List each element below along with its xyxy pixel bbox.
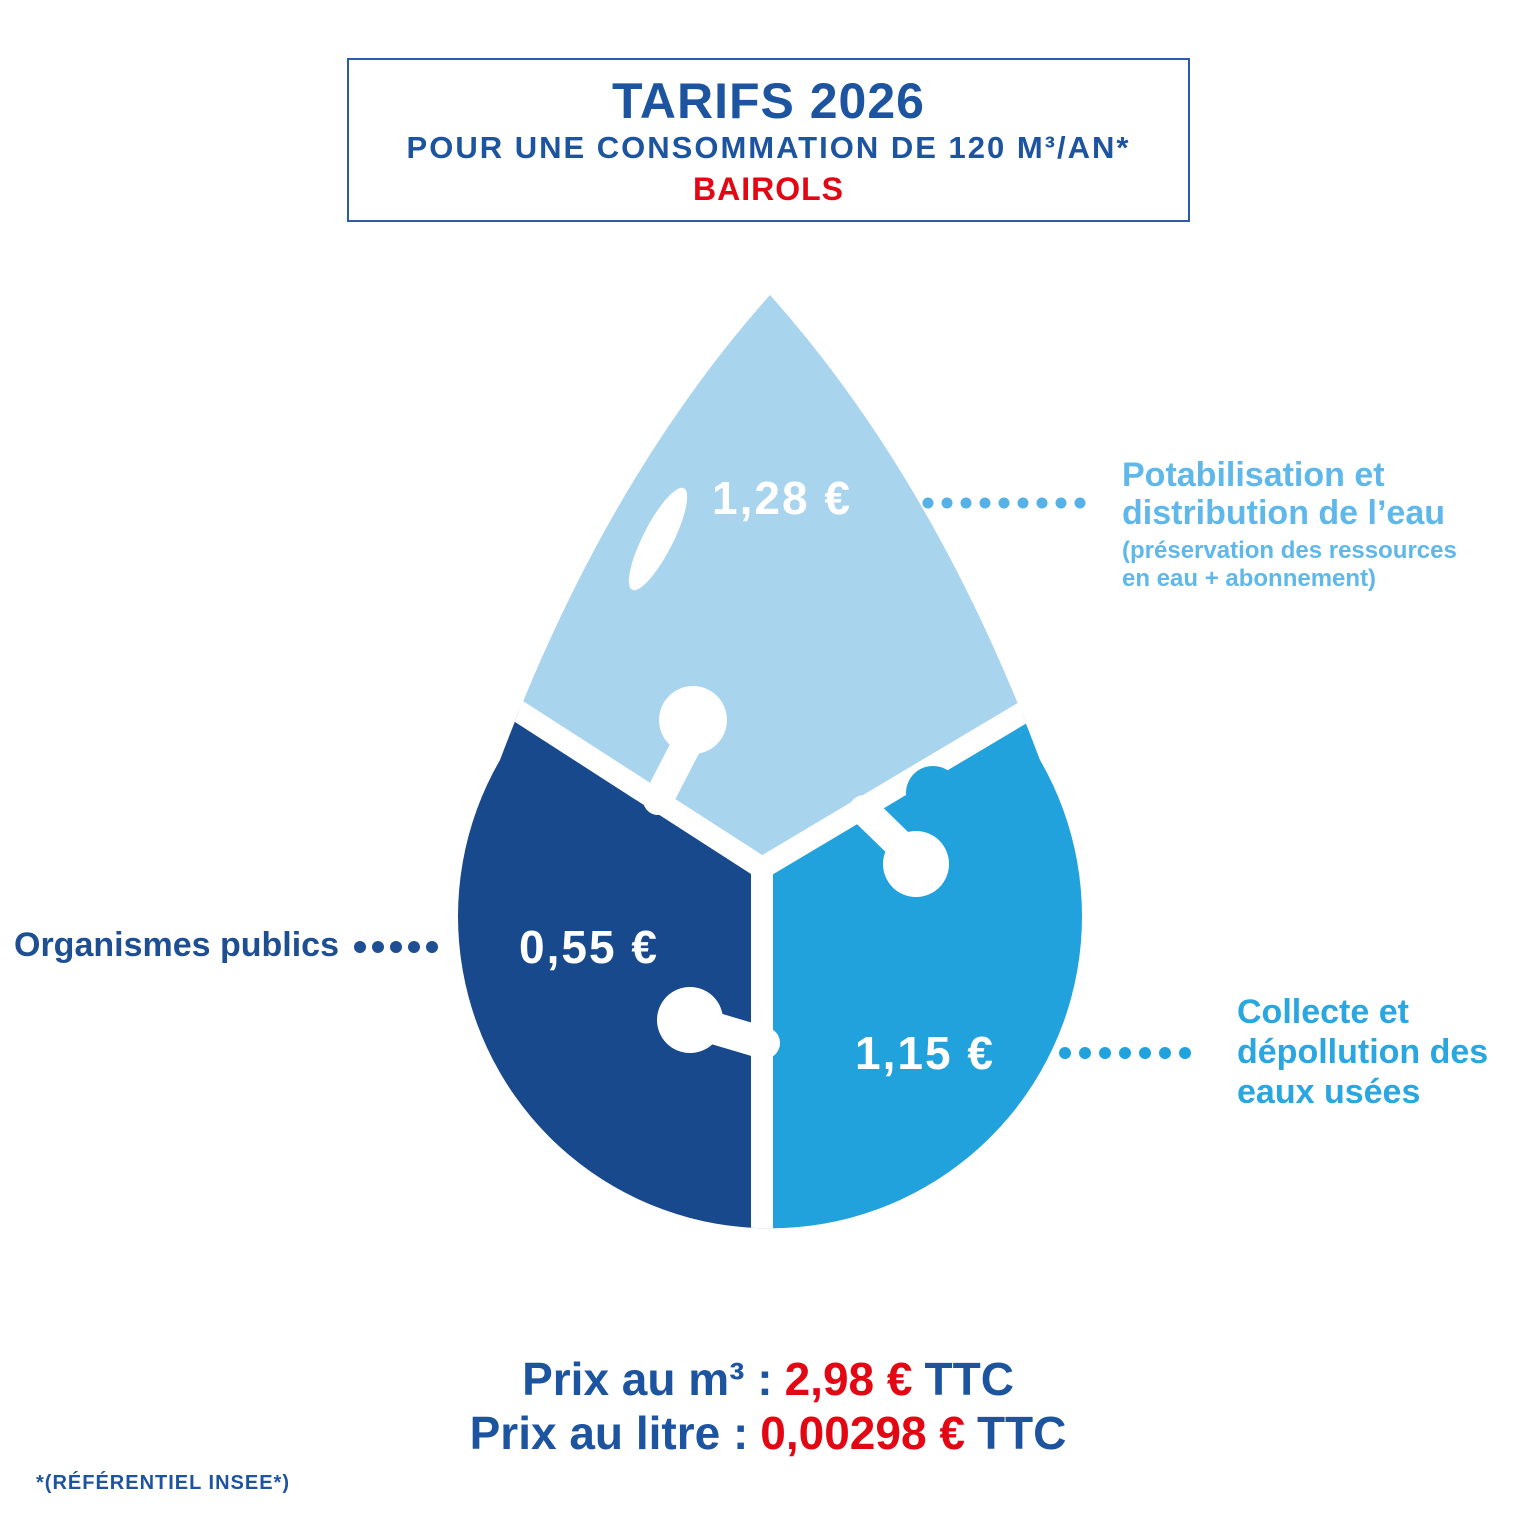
- header-subtitle: POUR UNE CONSOMMATION DE 120 M³/AN*: [406, 129, 1131, 165]
- price-m3-value: 2,98 €: [784, 1353, 913, 1405]
- callout-potabilisation-sub1: (préservation des ressources: [1122, 537, 1457, 564]
- callout-potabilisation-sub2: en eau + abonnement): [1122, 565, 1377, 592]
- callout-potabilisation-line1: Potabilisation et: [1122, 456, 1385, 494]
- value-organismes: 0,55 €: [519, 921, 659, 973]
- drop-highlight: [628, 487, 688, 591]
- price-m3-suffix: TTC: [924, 1353, 1014, 1405]
- callout-collecte: Collecte et dépollution des eaux usées: [1237, 992, 1488, 1112]
- callout-potabilisation: Potabilisation et distribution de l’eau …: [1122, 456, 1457, 593]
- puzzle-channels: [458, 612, 1083, 1229]
- puzzle-knob-bottom: [657, 987, 780, 1059]
- header-box: TARIFS 2026 POUR UNE CONSOMMATION DE 120…: [347, 58, 1190, 222]
- callout-collecte-line1: Collecte et: [1237, 993, 1409, 1031]
- price-litre-label: Prix au litre :: [469, 1407, 749, 1459]
- page-title: TARIFS 2026: [612, 72, 925, 129]
- callout-potabilisation-line2: distribution de l’eau: [1122, 494, 1446, 532]
- price-litre-value: 0,00298 €: [760, 1407, 965, 1459]
- value-collecte: 1,15 €: [855, 1027, 995, 1079]
- price-per-m3: Prix au m³ :2,98 € TTC: [0, 1352, 1536, 1406]
- price-summary: Prix au m³ :2,98 € TTC Prix au litre :0,0…: [0, 1352, 1536, 1460]
- price-m3-label: Prix au m³ :: [522, 1353, 773, 1405]
- price-litre-suffix: TTC: [976, 1407, 1067, 1459]
- price-per-litre: Prix au litre :0,00298 € TTC: [0, 1406, 1536, 1460]
- callout-organismes: Organismes publics: [14, 926, 339, 964]
- footnote-insee: *(RÉFÉRENTIEL INSEE*): [36, 1472, 290, 1494]
- callout-collecte-line2: dépollution des: [1237, 1033, 1489, 1071]
- commune-name: BAIROLS: [693, 170, 844, 207]
- puzzle-knob-left: [643, 686, 727, 815]
- callout-collecte-line3: eaux usées: [1237, 1073, 1421, 1111]
- puzzle-knob-right: [849, 766, 978, 897]
- value-potabilisation: 1,28 €: [712, 472, 852, 524]
